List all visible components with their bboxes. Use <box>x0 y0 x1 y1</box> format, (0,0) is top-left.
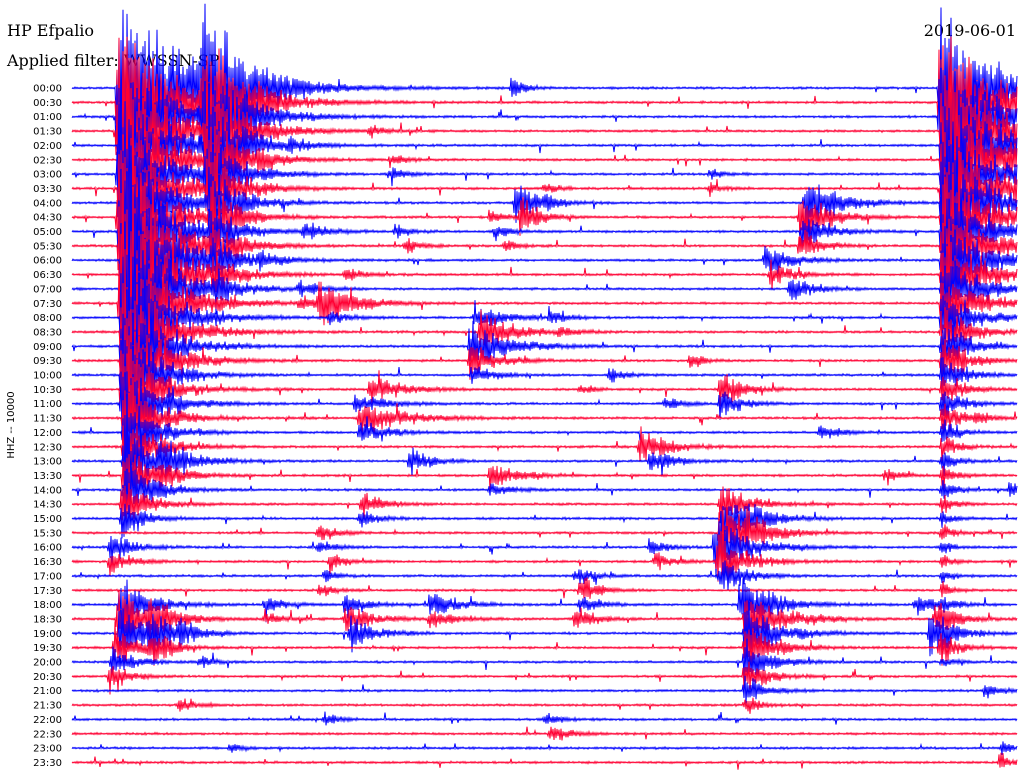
time-tick-label: 00:00 <box>33 84 62 95</box>
time-tick-label: 15:30 <box>33 528 62 539</box>
trace-row <box>71 376 1018 448</box>
time-tick-label: 04:30 <box>33 213 62 224</box>
time-tick-label: 08:00 <box>33 313 62 324</box>
time-tick-label: 06:00 <box>33 256 62 267</box>
time-tick-label: 17:00 <box>33 571 62 582</box>
time-tick-label: 13:30 <box>33 471 62 482</box>
trace-row <box>71 601 1018 670</box>
trace-row <box>71 176 1018 335</box>
trace-row <box>71 393 1018 475</box>
time-tick-label: 12:30 <box>33 442 62 453</box>
trace-row <box>71 167 1018 352</box>
time-tick-label: 16:30 <box>33 557 62 568</box>
time-tick-label: 07:30 <box>33 299 62 310</box>
time-tick-label: 19:00 <box>33 629 62 640</box>
time-tick-label: 11:30 <box>33 414 62 425</box>
trace-row <box>71 331 1018 432</box>
trace-row <box>71 711 1018 726</box>
time-tick-label: 18:30 <box>33 614 62 625</box>
time-tick-label: 01:30 <box>33 127 62 138</box>
trace-row <box>71 341 1018 428</box>
time-tick-label: 03:30 <box>33 184 62 195</box>
trace-row <box>71 590 1018 656</box>
time-tick-label: 14:00 <box>33 485 62 496</box>
trace-row <box>71 675 1018 704</box>
time-tick-label: 18:00 <box>33 600 62 611</box>
time-tick-label: 20:00 <box>33 658 62 669</box>
time-tick-label: 04:00 <box>33 198 62 209</box>
trace-row <box>71 697 1018 714</box>
trace-row <box>71 213 1018 349</box>
time-tick-label: 10:00 <box>33 371 62 382</box>
time-tick-label: 02:30 <box>33 155 62 166</box>
seismic-traces <box>71 3 1018 770</box>
trace-row <box>71 577 1018 599</box>
time-tick-label: 22:30 <box>33 729 62 740</box>
trace-row <box>71 256 1018 375</box>
time-tick-label: 19:30 <box>33 643 62 654</box>
trace-row <box>71 518 1018 579</box>
y-axis-label: HHZ -- 10000 <box>6 391 17 458</box>
time-tick-label: 09:30 <box>33 356 62 367</box>
trace-row <box>71 741 1018 755</box>
date-label: 2019-06-01 <box>924 21 1016 40</box>
trace-row <box>71 141 1018 268</box>
time-tick-label: 03:00 <box>33 170 62 181</box>
filter-label: Applied filter: WWSSN-SP <box>6 51 220 70</box>
trace-row <box>71 283 1018 392</box>
trace-row <box>71 235 1018 397</box>
trace-row <box>71 458 1018 520</box>
trace-row <box>71 171 1018 295</box>
trace-row <box>71 371 1018 441</box>
time-tick-label: 01:00 <box>33 112 62 123</box>
station-title: HP Efpalio <box>7 21 94 40</box>
time-tick-label: 23:30 <box>33 758 62 769</box>
time-tick-label: 09:00 <box>33 342 62 353</box>
time-tick-label: 22:00 <box>33 715 62 726</box>
trace-row <box>71 425 1018 489</box>
trace-row <box>71 752 1018 770</box>
trace-row <box>71 507 1018 557</box>
trace-row <box>71 289 1018 390</box>
trace-row <box>71 312 1018 399</box>
time-tick-label: 00:30 <box>33 98 62 109</box>
trace-row <box>71 578 1018 641</box>
time-tick-label: 20:30 <box>33 672 62 683</box>
time-tick-label: 12:00 <box>33 428 62 439</box>
trace-row <box>71 454 1018 512</box>
time-tick-label: 10:30 <box>33 385 62 396</box>
time-tick-label: 13:00 <box>33 457 62 468</box>
trace-row <box>71 413 1018 495</box>
trace-row <box>71 483 1018 525</box>
trace-row <box>71 621 1018 671</box>
time-tick-label: 05:30 <box>33 241 62 252</box>
time-tick-labels: 00:00 00:30 01:00 01:30 02:00 02:30 03:00 03:30… <box>33 84 62 769</box>
time-tick-label: 21:30 <box>33 701 62 712</box>
time-tick-label: 05:00 <box>33 227 62 238</box>
trace-row <box>71 503 1018 539</box>
time-tick-label: 02:00 <box>33 141 62 152</box>
time-tick-label: 17:30 <box>33 586 62 597</box>
trace-row <box>71 167 1018 281</box>
trace-row <box>71 726 1018 741</box>
time-tick-label: 14:30 <box>33 500 62 511</box>
trace-row <box>71 86 1018 208</box>
time-tick-label: 06:30 <box>33 270 62 281</box>
time-tick-label: 07:00 <box>33 284 62 295</box>
time-tick-label: 21:00 <box>33 686 62 697</box>
time-tick-label: 11:00 <box>33 399 62 410</box>
time-tick-label: 15:00 <box>33 514 62 525</box>
time-tick-label: 08:30 <box>33 327 62 338</box>
trace-row <box>71 661 1018 695</box>
trace-row <box>71 638 1018 679</box>
trace-row <box>71 560 1018 591</box>
time-tick-label: 23:00 <box>33 744 62 755</box>
trace-row <box>71 531 1018 582</box>
trace-row <box>71 110 1018 241</box>
time-tick-label: 16:00 <box>33 543 62 554</box>
